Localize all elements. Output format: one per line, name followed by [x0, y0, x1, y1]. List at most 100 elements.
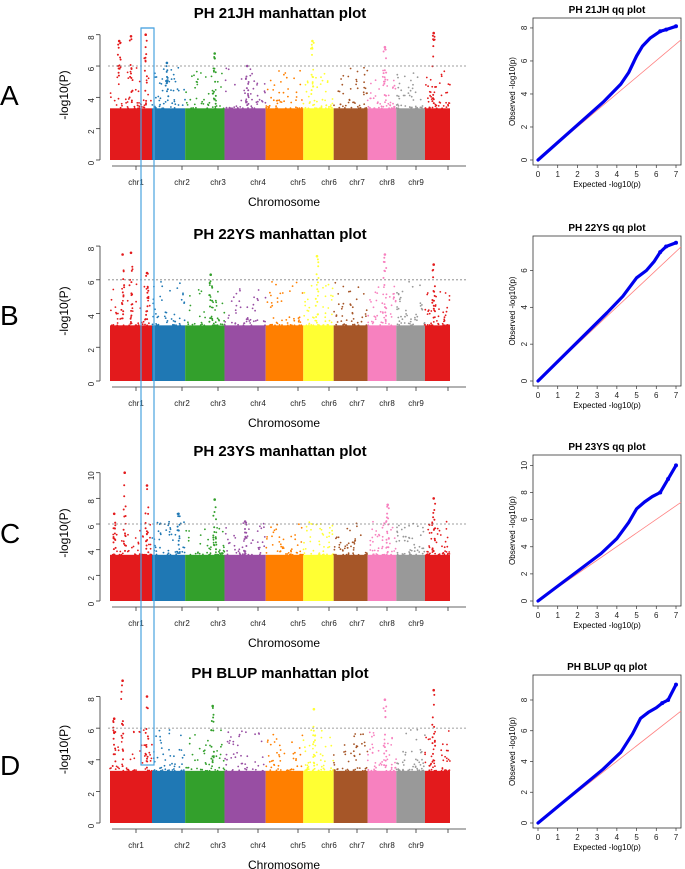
snp-point — [372, 732, 375, 734]
snp-point — [384, 715, 387, 718]
snp-point — [159, 739, 162, 742]
snp-point — [162, 68, 165, 70]
snp-point — [321, 754, 324, 757]
snp-point — [345, 553, 348, 556]
snp-point — [214, 299, 217, 302]
snp-point — [384, 320, 387, 322]
snp-point — [158, 105, 161, 108]
snp-point — [174, 763, 176, 765]
snp-point — [363, 93, 365, 96]
peak-point — [213, 52, 216, 55]
y-tick-label: 4 — [87, 550, 96, 555]
snp-point — [276, 297, 279, 299]
snp-point — [353, 542, 356, 545]
snp-point — [267, 739, 269, 742]
snp-point — [174, 533, 177, 536]
snp-point — [406, 540, 409, 543]
snp-point — [414, 318, 416, 321]
snp-point — [317, 294, 319, 297]
snp-point — [115, 312, 118, 315]
snp-point — [377, 547, 380, 550]
snp-point — [267, 105, 269, 108]
snp-point — [123, 284, 126, 287]
snp-point — [138, 107, 141, 109]
snp-point — [410, 318, 412, 320]
snp-point — [361, 742, 363, 745]
snp-point — [309, 761, 312, 764]
snp-point — [244, 767, 246, 770]
snp-point — [447, 730, 450, 732]
snp-point — [245, 531, 248, 534]
snp-point — [207, 104, 210, 107]
snp-point — [300, 324, 303, 327]
snp-point — [379, 103, 382, 105]
snp-point — [299, 69, 301, 72]
snp-point — [131, 293, 134, 296]
snp-point — [232, 743, 235, 746]
snp-point — [314, 739, 316, 742]
snp-point — [146, 760, 149, 763]
snp-point — [278, 754, 280, 756]
manhattan-title: PH 23YS manhattan plot — [193, 443, 366, 460]
snp-point — [125, 767, 128, 770]
snp-point — [252, 87, 255, 90]
snp-point — [382, 707, 385, 710]
snp-point — [448, 299, 451, 301]
snp-point — [399, 296, 402, 299]
snp-point — [315, 284, 318, 286]
snp-point — [296, 765, 299, 768]
snp-point — [257, 289, 260, 291]
snp-point — [315, 316, 318, 318]
snp-point — [382, 276, 385, 279]
snp-point — [141, 762, 144, 764]
snp-point — [276, 102, 279, 105]
snp-point — [352, 552, 354, 555]
snp-point — [391, 550, 393, 553]
snp-point — [171, 762, 173, 765]
snp-point — [121, 748, 124, 751]
chromosome-band — [424, 108, 450, 160]
snp-point — [254, 733, 256, 736]
snp-point — [233, 534, 236, 537]
snp-point — [299, 753, 302, 756]
snp-point — [122, 310, 125, 313]
snp-point — [214, 321, 217, 324]
snp-point — [386, 512, 389, 515]
snp-point — [419, 106, 422, 109]
manhattan-points — [109, 31, 451, 160]
snp-point — [126, 101, 129, 103]
snp-point — [320, 528, 323, 531]
snp-point — [211, 765, 214, 768]
snp-point — [226, 758, 228, 761]
snp-point — [375, 530, 378, 532]
chromosome-band — [396, 108, 425, 160]
snp-point — [225, 763, 228, 766]
snp-point — [244, 92, 246, 95]
snp-point — [312, 734, 315, 737]
snp-point — [324, 312, 327, 315]
snp-point — [346, 527, 349, 530]
peak-point — [315, 254, 319, 258]
snp-point — [409, 89, 412, 92]
snp-point — [324, 316, 327, 319]
snp-point — [314, 304, 317, 307]
snp-point — [263, 545, 266, 548]
snp-point — [199, 534, 202, 536]
snp-point — [356, 105, 359, 108]
snp-point — [127, 533, 129, 536]
snp-point — [446, 760, 448, 762]
snp-point — [122, 732, 125, 735]
snp-point — [149, 547, 152, 550]
snp-point — [142, 99, 145, 102]
snp-point — [166, 90, 168, 93]
snp-point — [335, 537, 337, 540]
snp-point — [193, 322, 196, 325]
snp-point — [397, 86, 400, 89]
snp-point — [298, 319, 300, 322]
snp-point — [120, 308, 123, 311]
snp-point — [374, 533, 377, 536]
snp-point — [214, 80, 217, 83]
qq-x-tick-label: 2 — [575, 170, 580, 179]
snp-point — [323, 546, 325, 548]
snp-point — [218, 757, 221, 759]
